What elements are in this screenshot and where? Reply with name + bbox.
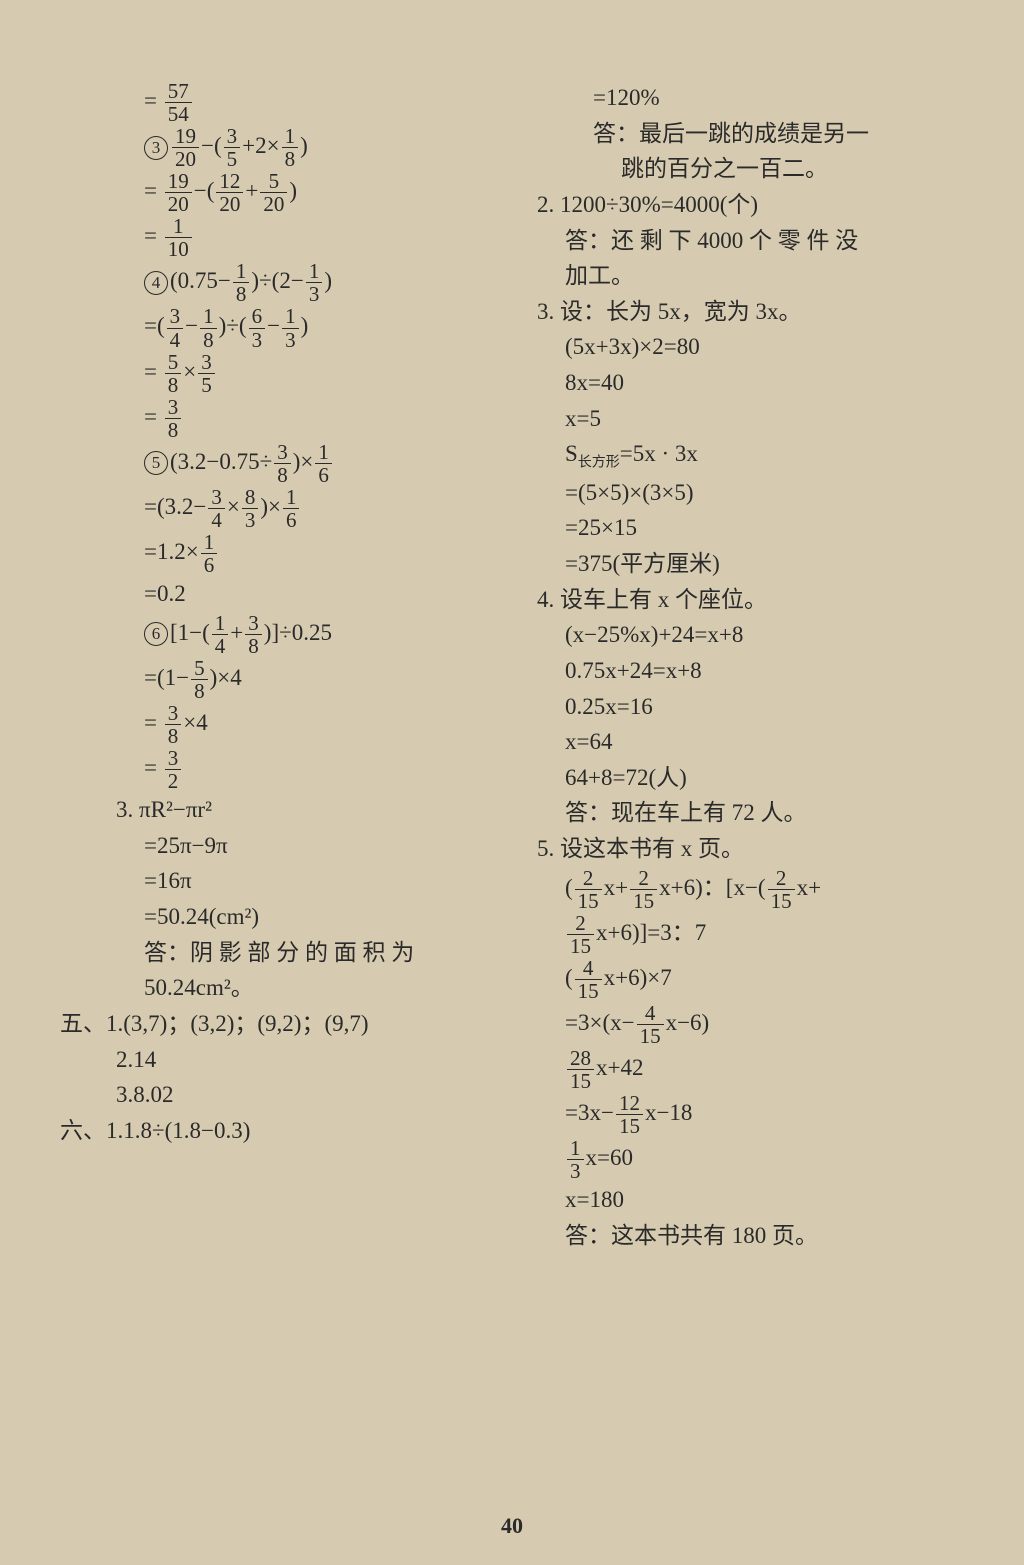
math-line: 2.14 <box>60 1042 487 1078</box>
math-line: =0.2 <box>60 576 487 612</box>
math-line: =3x−1215x−18 <box>537 1092 964 1137</box>
math-line: x=5 <box>537 401 964 437</box>
math-line: 50.24cm²。 <box>60 970 487 1006</box>
math-line: (x−25%x)+24=x+8 <box>537 617 964 653</box>
math-line: = 1920−(1220+520) <box>60 170 487 215</box>
math-line: (215x+215x+6)：[x−(215x+ <box>537 867 964 912</box>
math-line: 6[1−(14+38)]÷0.25 <box>60 612 487 657</box>
math-line: (415x+6)×7 <box>537 957 964 1002</box>
math-line: = 110 <box>60 215 487 260</box>
math-line: =(3.2−34×83)×16 <box>60 486 487 531</box>
math-line: =120% <box>537 80 964 116</box>
left-column: = 575431920−(35+2×18)= 1920−(1220+520)= … <box>60 80 487 1254</box>
right-column: =120%答：最后一跳的成绩是另一跳的百分之一百二。2. 1200÷30%=40… <box>537 80 964 1254</box>
math-line: 0.75x+24=x+8 <box>537 653 964 689</box>
math-line: =(34−18)÷(63−13) <box>60 305 487 350</box>
math-line: 答：还 剩 下 4000 个 零 件 没 <box>537 223 964 259</box>
math-line: 答：这本书共有 180 页。 <box>537 1218 964 1254</box>
math-line: (5x+3x)×2=80 <box>537 329 964 365</box>
math-line: =50.24(cm²) <box>60 899 487 935</box>
math-line: S长方形=5x · 3x <box>537 436 964 474</box>
math-line: 3. 设：长为 5x，宽为 3x。 <box>537 294 964 330</box>
math-line: 5(3.2−0.75÷38)×16 <box>60 441 487 486</box>
math-line: 答：阴 影 部 分 的 面 积 为 <box>60 935 487 971</box>
circled-number: 5 <box>144 451 168 475</box>
math-line: =25π−9π <box>60 828 487 864</box>
math-line: = 38×4 <box>60 702 487 747</box>
math-line: =3×(x−415x−6) <box>537 1002 964 1047</box>
circled-number: 4 <box>144 271 168 295</box>
math-line: =1.2×16 <box>60 531 487 576</box>
page: = 575431920−(35+2×18)= 1920−(1220+520)= … <box>0 0 1024 1565</box>
math-line: 64+8=72(人) <box>537 760 964 796</box>
math-line: =16π <box>60 863 487 899</box>
math-line: 3.8.02 <box>60 1077 487 1113</box>
page-number: 40 <box>0 1509 1024 1543</box>
math-line: = 5754 <box>60 80 487 125</box>
math-line: 0.25x=16 <box>537 689 964 725</box>
math-line: 4(0.75−18)÷(2−13) <box>60 260 487 305</box>
math-line: 4. 设车上有 x 个座位。 <box>537 582 964 618</box>
math-line: 2815x+42 <box>537 1047 964 1092</box>
math-line: x=180 <box>537 1182 964 1218</box>
math-line: 3. πR²−πr² <box>60 792 487 828</box>
math-line: 31920−(35+2×18) <box>60 125 487 170</box>
math-line: 5. 设这本书有 x 页。 <box>537 831 964 867</box>
math-line: 215x+6)]=3：7 <box>537 912 964 957</box>
math-line: =25×15 <box>537 510 964 546</box>
math-line: 答：最后一跳的成绩是另一 <box>537 116 964 152</box>
circled-number: 6 <box>144 622 168 646</box>
math-line: 五、1.(3,7)；(3,2)；(9,2)；(9,7) <box>60 1006 487 1042</box>
circled-number: 3 <box>144 136 168 160</box>
math-line: 8x=40 <box>537 365 964 401</box>
math-line: 六、1.1.8÷(1.8−0.3) <box>60 1113 487 1149</box>
math-line: 答：现在车上有 72 人。 <box>537 795 964 831</box>
math-line: = 58×35 <box>60 351 487 396</box>
two-column-layout: = 575431920−(35+2×18)= 1920−(1220+520)= … <box>60 80 964 1254</box>
math-line: = 38 <box>60 396 487 441</box>
math-line: = 32 <box>60 747 487 792</box>
math-line: x=64 <box>537 724 964 760</box>
math-line: 加工。 <box>537 258 964 294</box>
math-line: 2. 1200÷30%=4000(个) <box>537 187 964 223</box>
math-line: =(5×5)×(3×5) <box>537 475 964 511</box>
math-line: 13x=60 <box>537 1137 964 1182</box>
math-line: =375(平方厘米) <box>537 546 964 582</box>
math-line: =(1−58)×4 <box>60 657 487 702</box>
math-line: 跳的百分之一百二。 <box>537 151 964 187</box>
